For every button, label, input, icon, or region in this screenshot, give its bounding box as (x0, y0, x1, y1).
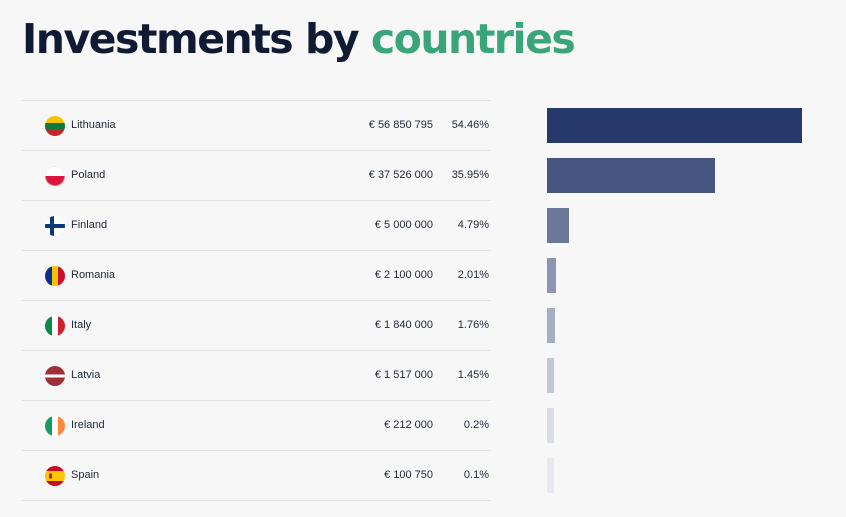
bar-finland (547, 208, 569, 243)
country-name: Lithuania (71, 119, 116, 131)
investment-amount: € 56 850 795 (368, 119, 433, 131)
investment-percent: 0.2% (463, 419, 489, 431)
lithuania-flag-icon (45, 116, 65, 136)
table-row: Lithuania € 56 850 795 54.46% (22, 100, 491, 150)
investment-percent: 0.1% (463, 469, 489, 481)
table-row: Spain € 100 750 0.1% (22, 450, 491, 501)
finland-flag-icon (45, 216, 65, 236)
table-row: Italy € 1 840 000 1.76% (22, 300, 491, 350)
country-name: Spain (71, 469, 100, 481)
italy-flag-icon (45, 316, 65, 336)
investment-percent: 4.79% (457, 219, 489, 231)
page-title: Investments by countries (22, 14, 576, 64)
investments-table: Lithuania € 56 850 795 54.46% Poland € 37 52… (22, 100, 491, 501)
country-name: Ireland (71, 419, 105, 431)
ireland-flag-icon (45, 416, 65, 436)
table-row: Latvia € 1 517 000 1.45% (22, 350, 491, 400)
country-name: Poland (71, 169, 106, 181)
title-accent: countries (370, 15, 576, 63)
table-row: Romania € 2 100 000 2.01% (22, 250, 491, 300)
investment-amount: € 5 000 000 (374, 219, 433, 231)
poland-flag-icon (45, 166, 65, 186)
bar-spain (547, 458, 554, 493)
latvia-flag-icon (45, 366, 65, 386)
investment-percent: 35.95% (451, 169, 489, 181)
investment-percent: 54.46% (451, 119, 489, 131)
investment-amount: € 1 840 000 (374, 319, 433, 331)
country-name: Finland (71, 219, 108, 231)
bar-latvia (547, 358, 554, 393)
bar-lithuania (547, 108, 802, 143)
country-name: Romania (71, 269, 116, 281)
bar-poland (547, 158, 715, 193)
investment-amount: € 212 000 (384, 419, 433, 431)
investment-percent: 2.01% (457, 269, 489, 281)
country-name: Latvia (71, 369, 101, 381)
title-main: Investments by (22, 15, 360, 63)
investment-amount: € 37 526 000 (368, 169, 433, 181)
spain-flag-icon (45, 466, 65, 486)
investment-percent: 1.76% (457, 319, 489, 331)
romania-flag-icon (45, 266, 65, 286)
bar-ireland (547, 408, 554, 443)
table-row: Finland € 5 000 000 4.79% (22, 200, 491, 250)
bar-italy (547, 308, 555, 343)
investment-percent: 1.45% (457, 369, 489, 381)
bar-romania (547, 258, 556, 293)
investment-amount: € 1 517 000 (374, 369, 433, 381)
table-row: Poland € 37 526 000 35.95% (22, 150, 491, 200)
investment-amount: € 2 100 000 (374, 269, 433, 281)
country-name: Italy (71, 319, 92, 331)
table-row: Ireland € 212 000 0.2% (22, 400, 491, 450)
investment-amount: € 100 750 (384, 469, 433, 481)
